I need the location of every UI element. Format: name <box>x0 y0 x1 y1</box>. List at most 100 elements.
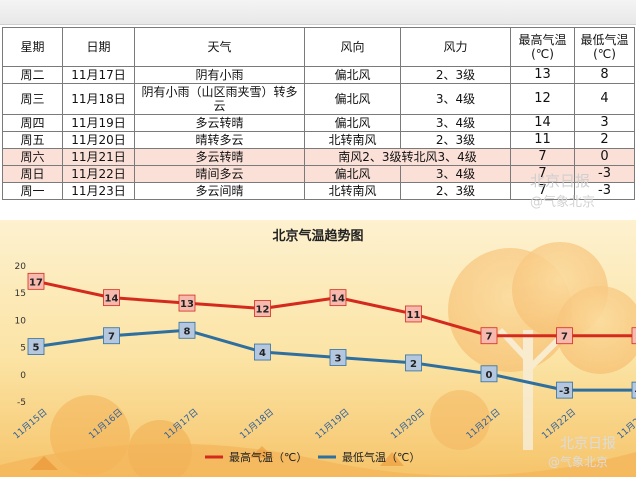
data-point <box>405 354 422 372</box>
ground-hill <box>0 443 636 477</box>
data-label: 3 <box>335 353 342 364</box>
cell-weather: 晴转多云 <box>134 131 305 149</box>
autumn-decoration <box>0 242 636 477</box>
data-point <box>329 349 347 366</box>
chart-title: 北京气温趋势图 <box>272 228 363 244</box>
data-label: 14 <box>331 294 345 305</box>
y-tick-label: -5 <box>17 398 26 408</box>
legend-label: 最高气温（℃） <box>229 450 307 464</box>
cell-wind-direction: 偏北风 <box>304 114 401 132</box>
series-high: 17 14 13 12 14 11 7 7 7 <box>27 272 636 345</box>
cell-low-temp: 8 <box>574 66 635 84</box>
data-label: 2 <box>410 359 417 370</box>
cell-high-temp: 12 <box>510 83 575 115</box>
cell-low-temp: 0 <box>574 148 635 166</box>
forecast-table: 星期 日期 天气 风向 风力 最高气温 (℃) 最低气温 (℃) 周二 11月1… <box>2 27 635 200</box>
data-label: 5 <box>33 343 40 354</box>
data-label: 12 <box>256 305 270 316</box>
data-point <box>329 289 347 307</box>
series-layer: 17 14 13 12 14 11 7 7 75 7 8 4 3 2 0 -3 -3 <box>27 272 636 399</box>
data-point <box>480 365 498 383</box>
cell-wind-combined: 南风2、3级转北风3、4级 <box>304 148 511 166</box>
table-row: 周五 11月20日 晴转多云 北转南风 2、3级 11 2 <box>2 131 635 149</box>
cell-high-temp: 7 <box>510 148 575 166</box>
data-point <box>178 321 196 339</box>
watermark-brand: 北京日报 <box>560 436 616 452</box>
data-label: 7 <box>561 332 568 343</box>
cell-weekday: 周四 <box>2 114 63 132</box>
header-wind-direction: 风向 <box>304 27 401 67</box>
legend-label: 最低气温（℃） <box>342 450 420 464</box>
cell-weekday: 周日 <box>2 165 63 183</box>
cell-wind-direction: 北转南风 <box>304 131 401 149</box>
watermark-handle: @气象北京 <box>548 454 608 469</box>
watermark-bottom: 北京日报 @气象北京 <box>548 436 616 469</box>
cell-low-temp: 4 <box>574 83 635 115</box>
header-weekday: 星期 <box>2 27 63 67</box>
data-label: -3 <box>634 386 636 397</box>
data-point <box>631 381 636 399</box>
cell-wind-direction: 偏北风 <box>304 165 401 183</box>
y-tick-label: 0 <box>20 371 26 381</box>
header-weather: 天气 <box>134 27 305 67</box>
temperature-chart-panel: 北京气温趋势图 -5 0 5 10 15 20 11月15日 11月16日 11月17日 11月… <box>0 220 636 477</box>
cell-date: 11月19日 <box>62 114 135 132</box>
cell-weather: 晴间多云 <box>134 165 305 183</box>
data-label: 17 <box>29 277 43 288</box>
cell-wind-force: 2、3级 <box>400 182 511 200</box>
data-point <box>27 338 45 355</box>
data-label: 0 <box>486 370 493 381</box>
cell-date: 11月18日 <box>62 83 135 115</box>
table-row: 周四 11月19日 多云转晴 偏北风 3、4级 14 3 <box>2 114 635 132</box>
cell-wind-direction: 偏北风 <box>304 83 401 115</box>
data-point <box>103 327 120 345</box>
data-label: 7 <box>486 332 493 343</box>
cell-wind-force: 3、4级 <box>400 83 511 115</box>
cell-low-temp: 3 <box>574 114 635 132</box>
cell-wind-force: 3、4级 <box>400 114 511 132</box>
cell-weather: 多云间晴 <box>134 182 305 200</box>
leaf <box>30 456 58 470</box>
table-row: 周二 11月17日 阴有小雨 偏北风 2、3级 13 8 <box>2 66 635 84</box>
cell-weekday: 周六 <box>2 148 63 166</box>
leaf <box>250 446 274 458</box>
table-row: 周三 11月18日 阴有小雨（山区雨夹雪）转多云 偏北风 3、4级 12 4 <box>2 83 635 115</box>
data-point <box>405 305 422 323</box>
cell-date: 11月20日 <box>62 131 135 149</box>
cell-low-temp: 2 <box>574 131 635 149</box>
cell-weekday: 周一 <box>2 182 63 200</box>
cell-date: 11月22日 <box>62 165 135 183</box>
watermark-top: 北京日报 @气象北京 <box>530 170 595 210</box>
window-top-bar <box>0 0 636 25</box>
legend: 最高气温（℃） 最低气温（℃） <box>205 450 420 464</box>
cell-weekday: 周三 <box>2 83 63 115</box>
header-date: 日期 <box>62 27 135 67</box>
cell-weather: 多云转晴 <box>134 114 305 132</box>
tree-trunk <box>523 330 533 450</box>
cell-wind-force: 2、3级 <box>400 66 511 84</box>
y-tick-label: 20 <box>15 262 27 272</box>
tree-canopy <box>556 286 636 374</box>
cell-wind-force: 2、3级 <box>400 131 511 149</box>
data-label: 14 <box>105 294 119 305</box>
cell-weather: 阴有小雨 <box>134 66 305 84</box>
header-high-temp: 最高气温 (℃) <box>510 27 575 67</box>
watermark-handle: @气象北京 <box>530 195 596 210</box>
cell-weekday: 周二 <box>2 66 63 84</box>
y-tick-label: 5 <box>20 344 26 354</box>
watermark-brand: 北京日报 <box>530 172 591 190</box>
y-tick-label: 15 <box>15 289 26 299</box>
cell-high-temp: 11 <box>510 131 575 149</box>
data-point <box>480 327 498 345</box>
table-header-row: 星期 日期 天气 风向 风力 最高气温 (℃) 最低气温 (℃) <box>2 27 635 67</box>
cell-wind-force: 3、4级 <box>400 165 511 183</box>
data-point <box>254 300 271 317</box>
data-label: 13 <box>180 299 194 310</box>
data-point <box>556 381 573 399</box>
series-low: 5 7 8 4 3 2 0 -3 -3 <box>27 321 636 399</box>
cell-date: 11月23日 <box>62 182 135 200</box>
header-wind-force: 风力 <box>400 27 511 67</box>
bush <box>430 390 490 450</box>
data-point <box>178 294 196 312</box>
